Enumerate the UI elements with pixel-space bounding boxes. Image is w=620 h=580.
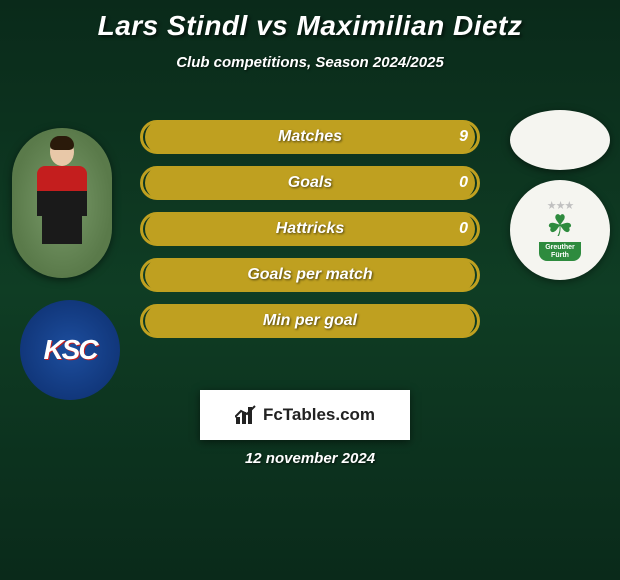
club-badge-right: ★★★ ☘ GreutherFürth [510,180,610,280]
club-left-abbrev: KSC [43,334,96,366]
title-vs: vs [256,10,288,41]
chart-bars-icon [235,405,257,425]
club-right-ribbon: GreutherFürth [539,242,581,261]
club-right-clover-icon: ☘ [547,212,574,242]
title-player2: Maximilian Dietz [297,10,523,41]
stat-fill [145,304,475,338]
subtitle: Club competitions, Season 2024/2025 [0,54,620,71]
stat-fill [145,212,475,246]
stat-fill [145,120,475,154]
page-title: Lars Stindl vs Maximilian Dietz [0,0,620,42]
stat-value-left: 0 [459,166,468,200]
stat-row: Matches9 [140,120,480,154]
stat-fill [145,166,475,200]
stat-row: Goals per match [140,258,480,292]
stat-row: Hattricks0 [140,212,480,246]
title-player1: Lars Stindl [98,10,248,41]
watermark-text: FcTables.com [263,405,375,425]
stats-panel: Matches9 Goals0 Hattricks0 Goals per match M… [140,120,480,350]
stat-fill [145,258,475,292]
stat-row: Min per goal [140,304,480,338]
stat-row: Goals0 [140,166,480,200]
date-label: 12 november 2024 [0,450,620,467]
watermark: FcTables.com [200,390,410,440]
player-left-photo [12,128,112,278]
stat-value-left: 9 [459,120,468,154]
club-badge-left: KSC [20,300,120,400]
stat-value-left: 0 [459,212,468,246]
